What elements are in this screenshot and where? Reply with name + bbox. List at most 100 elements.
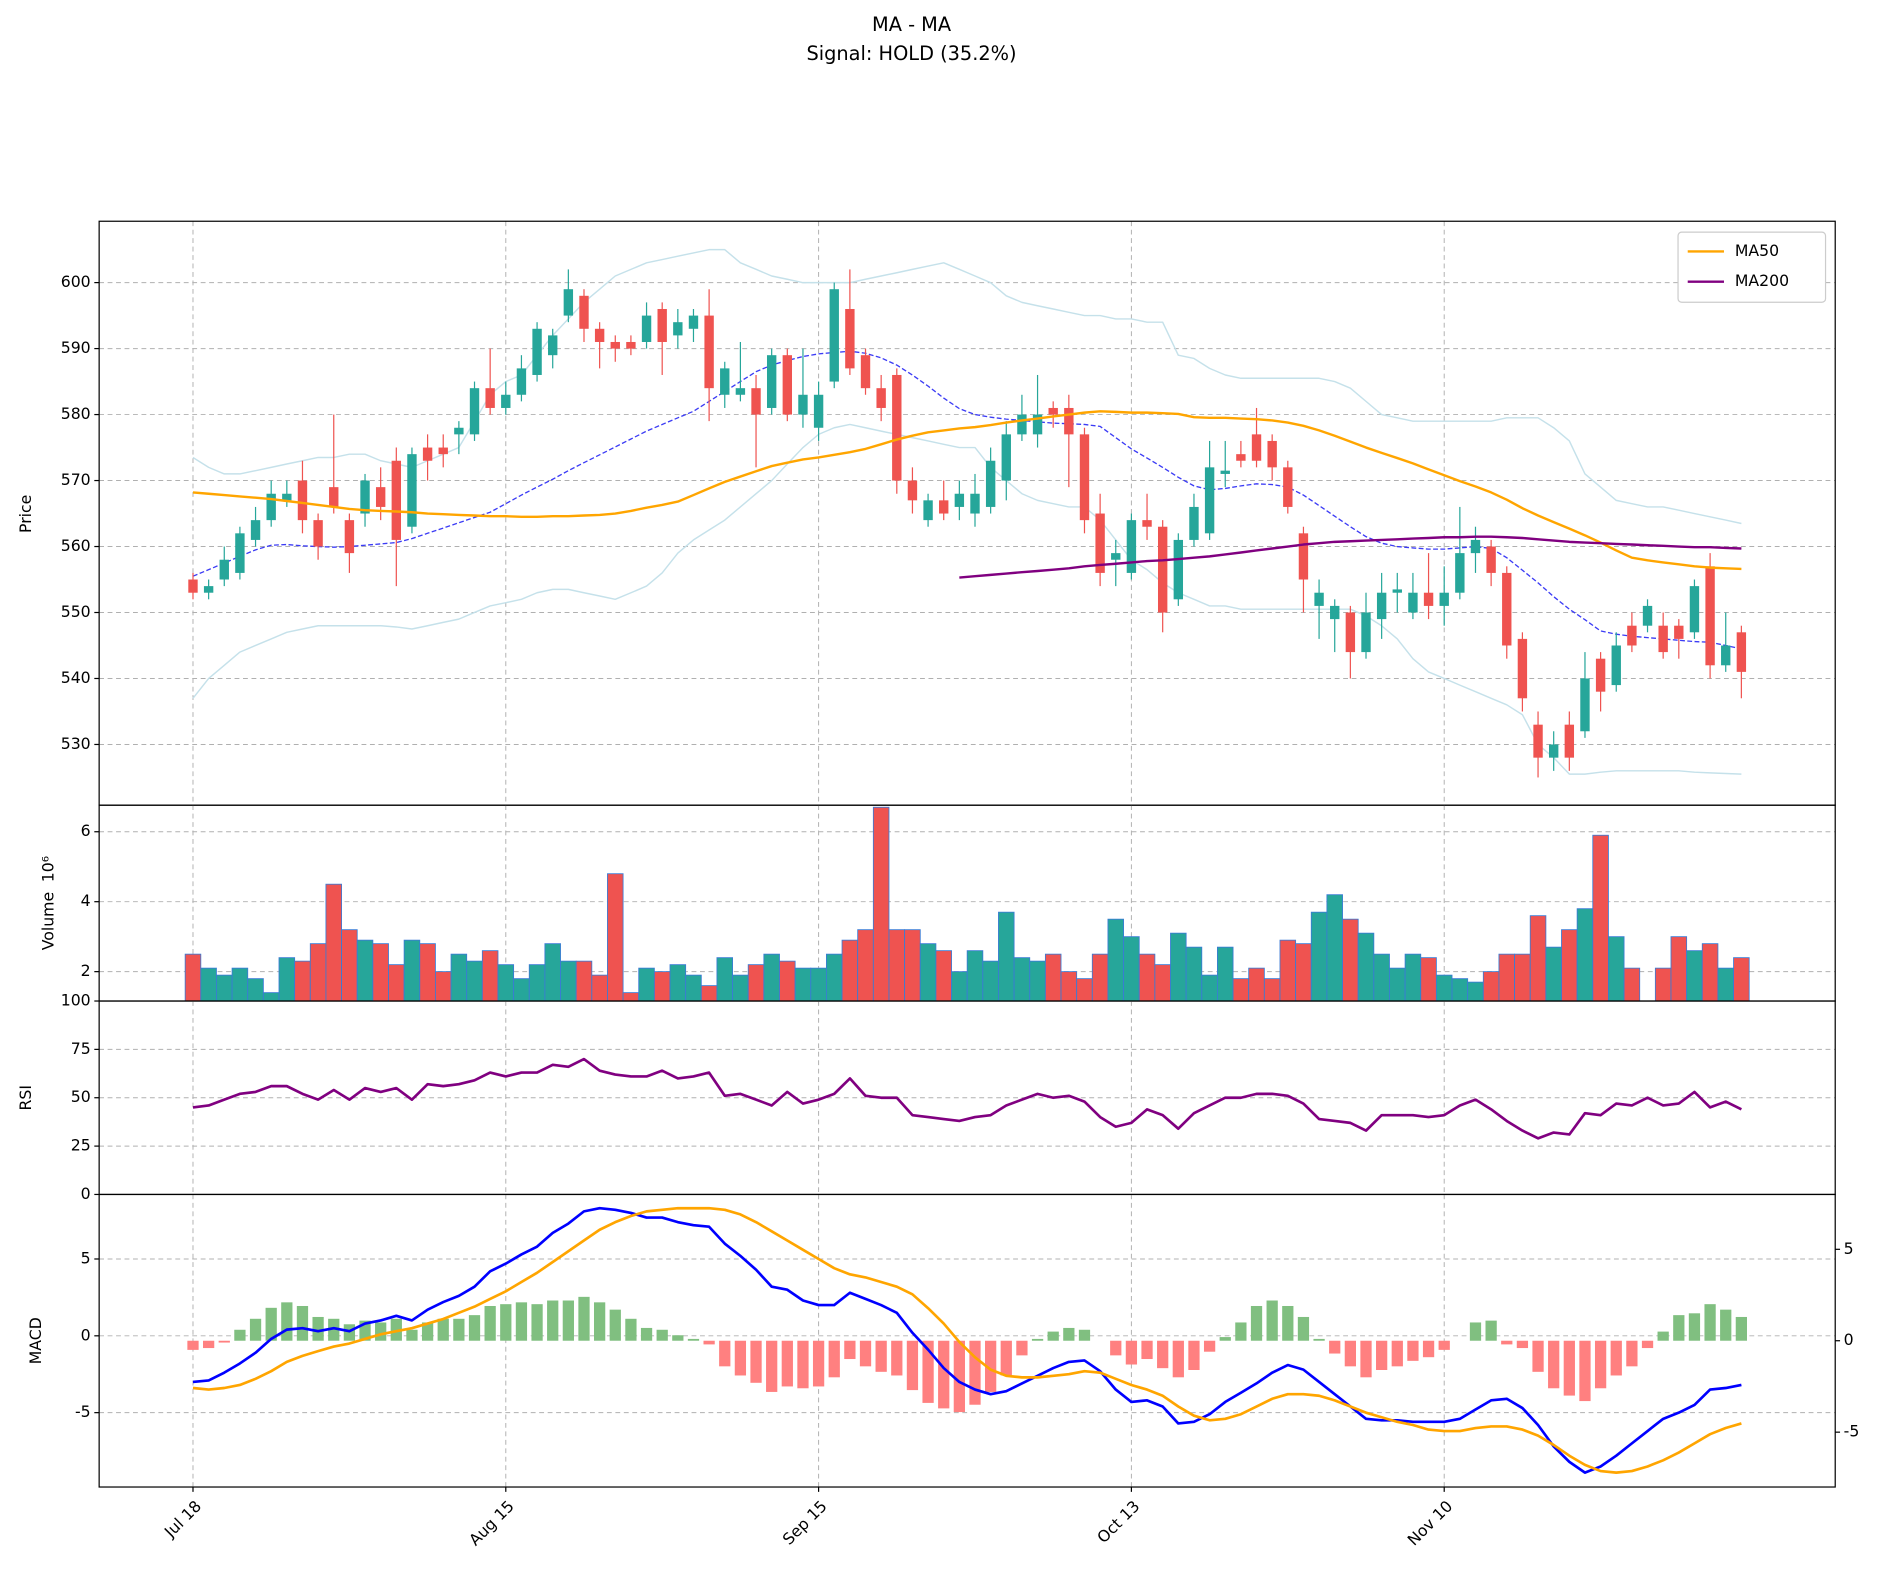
y-axis-label-text: Volume <box>38 892 57 950</box>
y2-tick-label: 0 <box>1844 1330 1854 1349</box>
candle-body <box>907 480 918 501</box>
candle-body <box>1642 605 1653 626</box>
histogram-bar <box>421 1322 434 1341</box>
candle-body <box>250 520 261 540</box>
volume-bar <box>966 950 984 1002</box>
volume-bar <box>372 943 389 1002</box>
histogram-bar <box>312 1316 324 1341</box>
histogram-bar <box>640 1327 653 1341</box>
candle-body <box>735 388 746 395</box>
volume-bar <box>607 873 624 1002</box>
volume-bar <box>1013 957 1031 1002</box>
candle-body <box>1376 592 1387 620</box>
candle-body <box>360 480 370 514</box>
volume-bar <box>779 960 796 1002</box>
volume-bar <box>481 950 499 1002</box>
candle-body <box>266 493 276 521</box>
y-tick-label: 580 <box>61 404 91 423</box>
histogram-bar <box>375 1322 387 1341</box>
histogram-bar <box>969 1340 981 1405</box>
candle-body <box>391 460 402 540</box>
volume-bar <box>1561 929 1578 1002</box>
candle-body <box>1658 625 1668 653</box>
histogram-bar <box>1594 1340 1607 1389</box>
histogram-bar <box>656 1329 668 1341</box>
volume-bar <box>1216 946 1234 1002</box>
histogram-bar <box>734 1340 747 1376</box>
candle-body <box>1470 539 1481 554</box>
histogram-bar <box>828 1340 840 1378</box>
volume-bar <box>653 971 671 1002</box>
histogram-bar <box>766 1340 778 1392</box>
y-tick-label: 0 <box>81 1325 91 1344</box>
volume-bar <box>732 974 749 1002</box>
histogram-bar <box>594 1302 606 1341</box>
volume-bar <box>1342 918 1359 1002</box>
volume-bar <box>497 964 515 1002</box>
candle-body <box>1032 414 1043 435</box>
volume-bar <box>951 971 968 1002</box>
volume-bar <box>184 953 202 1002</box>
volume-bar <box>513 978 530 1002</box>
volume-bar <box>747 964 765 1002</box>
histogram-bar <box>1016 1340 1028 1356</box>
volume-bar <box>434 971 452 1002</box>
y2-tick-label: -5 <box>1844 1422 1860 1441</box>
candle-body <box>188 579 198 593</box>
histogram-bar <box>1438 1340 1450 1350</box>
histogram-bar <box>687 1338 700 1341</box>
moving-average-line <box>192 410 1742 571</box>
histogram-bar <box>1407 1340 1419 1361</box>
legend-label: MA200 <box>1735 271 1789 290</box>
histogram-bar <box>1219 1337 1231 1341</box>
histogram-bar <box>453 1318 465 1341</box>
histogram-bar <box>1422 1340 1435 1358</box>
histogram-bar <box>531 1304 543 1341</box>
volume-bar <box>262 992 280 1002</box>
candle-body <box>313 520 323 547</box>
histogram-bar <box>1391 1340 1403 1367</box>
candle-body <box>1705 566 1715 666</box>
volume-bar <box>1686 950 1703 1002</box>
histogram-bar <box>781 1340 793 1387</box>
histogram-bar <box>1110 1340 1122 1356</box>
macd-line <box>192 1206 1742 1474</box>
candle-body <box>1345 612 1356 653</box>
y-tick-label: 540 <box>61 668 91 687</box>
histogram-bar <box>1047 1331 1059 1341</box>
candle-body <box>1189 506 1199 540</box>
candle-body <box>1048 407 1058 415</box>
histogram-bar <box>891 1340 903 1376</box>
candle-body <box>1017 414 1027 435</box>
volume-bar <box>1029 960 1046 1002</box>
candle-body <box>845 308 855 369</box>
y-axis-label: Price <box>16 495 35 533</box>
histogram-bar <box>578 1296 590 1341</box>
chart-title: MA - MA <box>872 13 952 36</box>
candle-body <box>610 341 620 349</box>
macd-line <box>192 1206 1742 1474</box>
candle-body <box>892 374 902 481</box>
histogram-bar <box>1313 1338 1325 1341</box>
volume-bar <box>1170 932 1187 1002</box>
volume-bar <box>622 992 640 1002</box>
volume-bar <box>919 943 937 1002</box>
candle-body <box>579 295 589 329</box>
histogram-bar <box>985 1340 997 1392</box>
histogram-bar <box>1548 1340 1560 1389</box>
volume-bar <box>1076 978 1093 1002</box>
histogram-bar <box>1188 1340 1200 1370</box>
candle-body <box>1251 434 1262 461</box>
candle-body <box>297 480 308 521</box>
histogram-bar <box>468 1315 481 1341</box>
histogram-bar <box>1266 1300 1278 1341</box>
candle-body <box>985 460 996 507</box>
candle-body <box>1001 434 1011 481</box>
y-tick-label: 560 <box>61 536 91 555</box>
histogram-bar <box>609 1309 621 1341</box>
candle-body <box>923 500 933 521</box>
volume-bar <box>356 939 374 1002</box>
volume-bar <box>1060 971 1078 1002</box>
volume-bar <box>1138 953 1156 1002</box>
